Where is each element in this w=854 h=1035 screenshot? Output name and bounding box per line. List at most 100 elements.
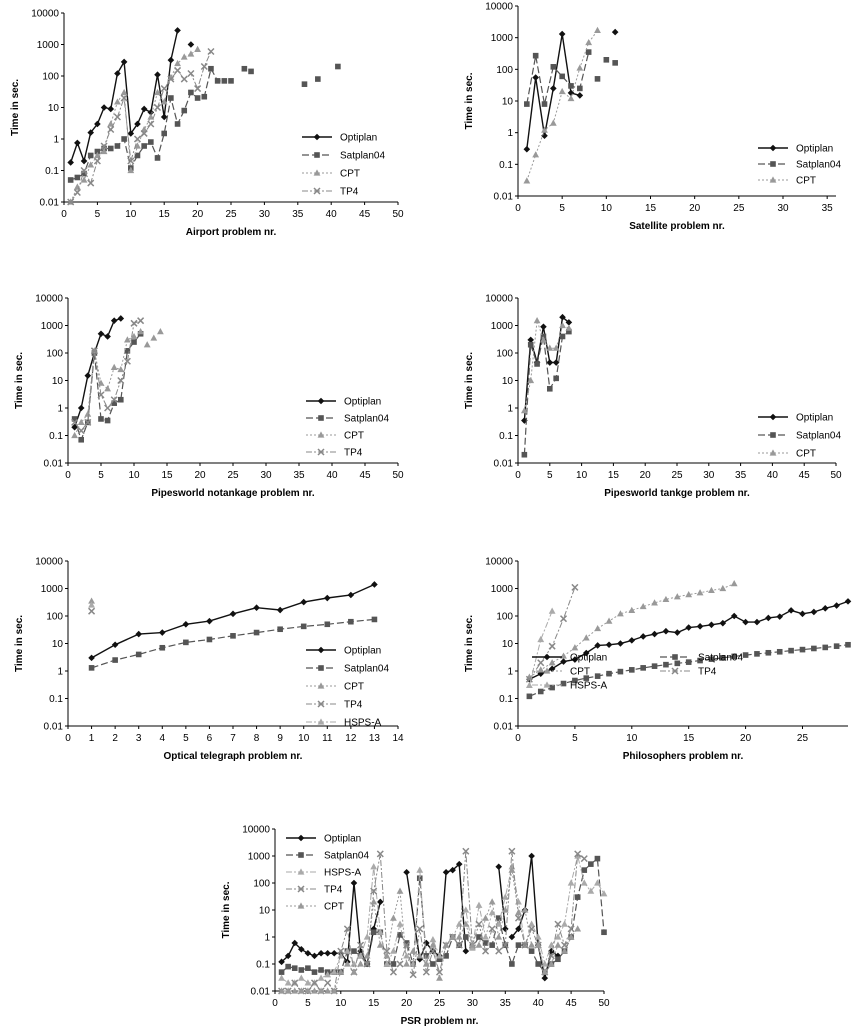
data-point [97, 330, 105, 338]
data-point [305, 965, 311, 971]
data-point [77, 404, 85, 412]
data-point [422, 960, 430, 967]
x-tick-label: 2 [112, 733, 118, 744]
legend-entry-cpt: CPT [302, 169, 360, 180]
data-point [228, 78, 234, 84]
y-tick-label: 1000 [41, 321, 64, 332]
x-tick-label: 50 [598, 998, 610, 1009]
x-tick-label: 10 [335, 998, 347, 1009]
legend-marker [543, 681, 551, 688]
data-point [495, 947, 503, 955]
legend-label: Satplan04 [344, 664, 389, 675]
legend-label: Optiplan [344, 646, 381, 657]
data-point [114, 98, 121, 105]
data-point [540, 336, 547, 343]
x-tick-label: 45 [359, 209, 371, 220]
data-point [550, 64, 557, 70]
data-point [776, 613, 784, 620]
data-point [515, 925, 522, 933]
legend-marker [297, 868, 305, 875]
data-point [708, 586, 715, 594]
x-tick-label: 10 [601, 203, 613, 214]
data-point [673, 593, 681, 600]
x-tick-label: 10 [298, 733, 310, 744]
data-point [317, 949, 325, 957]
x-tick-label: 9 [277, 733, 283, 744]
data-point [548, 665, 556, 673]
data-point [188, 89, 194, 96]
data-point [67, 198, 75, 206]
series-cpt [88, 597, 95, 604]
x-tick-label: 0 [65, 733, 71, 744]
data-point [582, 634, 590, 641]
data-point [845, 641, 851, 648]
data-point [71, 418, 79, 426]
data-point [565, 324, 573, 331]
x-tick-label: 5 [98, 470, 104, 481]
data-point [376, 850, 384, 858]
x-tick-label: 1 [89, 733, 95, 744]
data-point [121, 136, 127, 142]
x-tick-label: 15 [368, 998, 380, 1009]
data-point [546, 359, 554, 366]
data-point [537, 688, 544, 695]
data-point [617, 640, 624, 647]
data-point [335, 63, 341, 70]
data-point [207, 47, 215, 56]
data-point [525, 681, 533, 688]
data-point [127, 157, 135, 165]
data-point [696, 623, 704, 630]
data-point [527, 376, 535, 384]
legend-entry-satplan04: Satplan04 [306, 414, 389, 425]
data-point [88, 654, 95, 662]
data-point [541, 974, 549, 982]
legend-marker [318, 665, 324, 671]
data-point [135, 651, 142, 658]
data-point [574, 894, 581, 900]
legend: Optiplan Satplan04 CPT [758, 413, 841, 460]
legend-label: CPT [340, 169, 360, 180]
legend-entry-satplan04: Satplan04 [302, 151, 385, 162]
data-point [80, 166, 88, 175]
data-point [120, 94, 128, 102]
data-point [521, 417, 528, 424]
data-point [311, 987, 318, 994]
x-tick-label: 50 [392, 209, 404, 220]
data-point [160, 98, 168, 105]
data-point [527, 336, 535, 344]
legend-label: TP4 [324, 885, 343, 896]
series-line [523, 315, 570, 421]
legend-entry-optiplan: Optiplan [286, 834, 361, 845]
legend-marker [672, 654, 678, 660]
data-point [720, 655, 726, 661]
data-point [77, 427, 85, 435]
x-tick-label: 15 [159, 209, 171, 220]
x-tick-label: 40 [533, 998, 545, 1009]
x-axis-label: Optical telegraph problem nr. [164, 751, 303, 762]
chart-1: 0.01 0.1 1 10 100 1000 10000 0 5 10 15 20 25 30 35 40 45… [10, 9, 404, 239]
data-point [574, 925, 582, 932]
series-line [528, 587, 576, 680]
data-point [594, 624, 602, 632]
data-point [284, 979, 292, 986]
data-point [396, 887, 404, 894]
x-tick-label: 45 [799, 470, 811, 481]
legend: Optiplan Satplan04 CPT TP4 [306, 397, 389, 459]
data-point [475, 901, 483, 908]
data-point [559, 321, 566, 329]
legend-marker [317, 397, 325, 405]
series-line [91, 583, 375, 659]
data-point [423, 953, 430, 959]
data-point [582, 649, 590, 657]
data-point [558, 30, 566, 38]
legend-entry-hsps-a: HSPS-A [306, 718, 382, 729]
data-point [110, 396, 118, 404]
data-point [117, 365, 125, 373]
data-point [600, 890, 608, 897]
data-point [206, 636, 213, 643]
data-point [134, 142, 141, 149]
legend-label: Satplan04 [796, 431, 841, 442]
data-point [571, 644, 579, 651]
data-point [567, 879, 575, 886]
